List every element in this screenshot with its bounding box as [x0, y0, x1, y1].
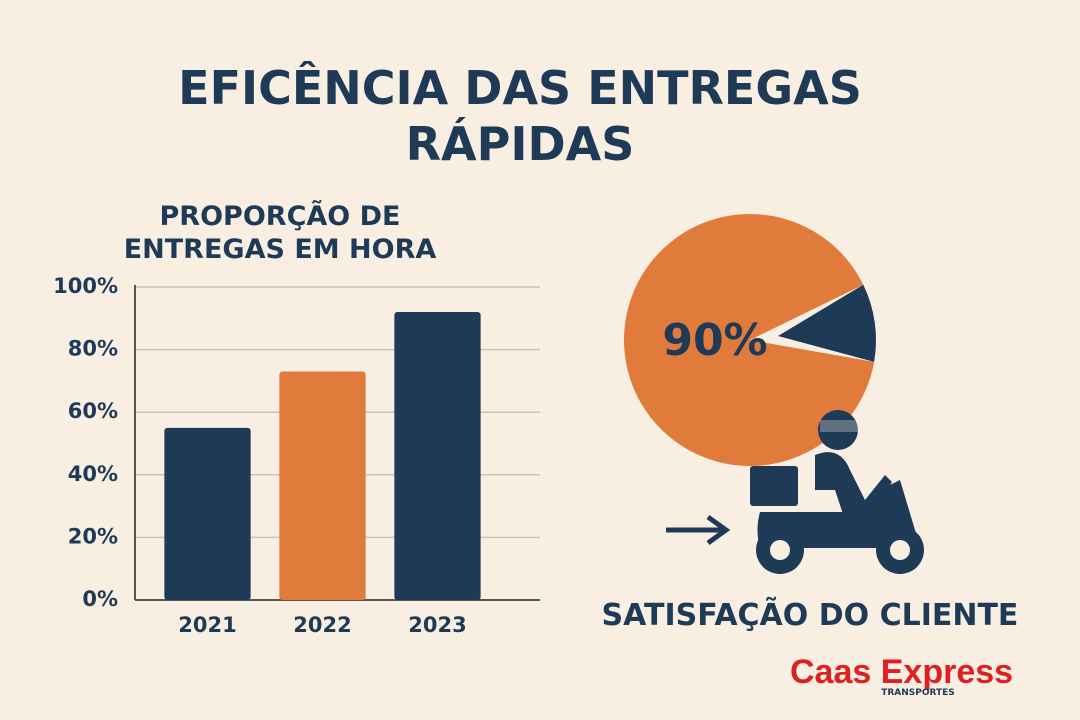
logo-tagline: TRANSPORTES	[881, 688, 955, 698]
page-title: EFICÊNCIA DAS ENTREGAS RÁPIDAS	[178, 61, 862, 171]
y-tick-label: 80%	[68, 337, 118, 361]
pie-slice	[624, 214, 875, 467]
bar	[394, 312, 481, 600]
pie-label: 90%	[662, 315, 767, 366]
x-tick-label: 2023	[408, 613, 466, 637]
bar	[164, 427, 251, 600]
pie-title: SATISFAÇÃO DO CLIENTE	[601, 598, 1019, 633]
x-tick-label: 2021	[178, 613, 236, 637]
y-tick-label: 100%	[53, 274, 118, 298]
courier-icon	[666, 410, 924, 574]
y-tick-label: 0%	[82, 587, 118, 611]
bar-title: PROPORÇÃO DE ENTREGAS EM HORA	[123, 201, 437, 265]
y-tick-label: 20%	[68, 524, 118, 548]
pie-slice	[778, 284, 876, 362]
logo-name: Caas Express	[790, 653, 1014, 691]
x-tick-label: 2022	[293, 613, 351, 637]
y-tick-label: 40%	[68, 462, 118, 486]
bar	[279, 371, 366, 600]
y-tick-label: 60%	[68, 399, 118, 423]
